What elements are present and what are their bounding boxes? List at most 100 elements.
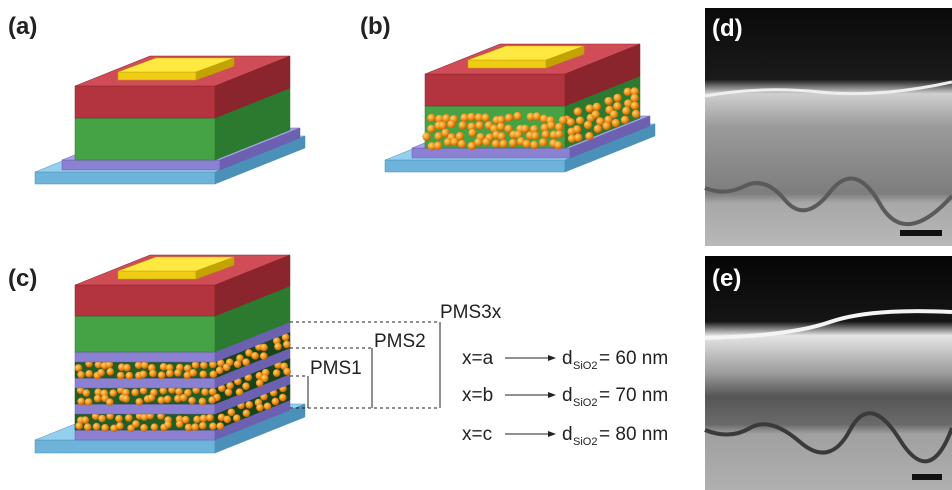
active-layer-front bbox=[74, 315, 216, 353]
particle bbox=[261, 368, 270, 377]
particle bbox=[251, 352, 259, 360]
particle bbox=[224, 388, 233, 397]
scale-bar bbox=[912, 474, 942, 480]
spacer-layer-front bbox=[74, 377, 216, 389]
particle bbox=[611, 118, 621, 128]
particle bbox=[105, 360, 114, 369]
interface bbox=[704, 309, 952, 340]
particle bbox=[497, 132, 506, 141]
particle bbox=[283, 340, 291, 349]
particle bbox=[175, 387, 183, 396]
particle bbox=[554, 130, 564, 139]
top-layer-side bbox=[214, 55, 291, 119]
particle bbox=[450, 137, 459, 147]
particle bbox=[123, 363, 131, 372]
contact-side bbox=[545, 45, 585, 69]
particle bbox=[574, 133, 583, 142]
subscript: SiO2 bbox=[573, 436, 597, 448]
particle bbox=[209, 370, 218, 379]
particle bbox=[422, 132, 431, 141]
particle bbox=[443, 138, 453, 147]
result: = 60 nm bbox=[599, 348, 668, 369]
particle bbox=[183, 364, 192, 373]
particle bbox=[539, 138, 548, 147]
particle bbox=[93, 394, 102, 403]
particle bbox=[604, 96, 613, 106]
particle bbox=[199, 414, 208, 423]
particle bbox=[593, 124, 603, 134]
contact-front bbox=[467, 59, 547, 69]
particle bbox=[271, 397, 280, 406]
particle bbox=[184, 423, 193, 432]
subscript: SiO2 bbox=[573, 397, 597, 409]
particle bbox=[496, 122, 506, 131]
particle bbox=[467, 112, 476, 122]
particle bbox=[585, 104, 594, 113]
particle bbox=[76, 386, 85, 395]
particle bbox=[150, 423, 159, 431]
arrow-head bbox=[548, 392, 556, 398]
particle bbox=[455, 132, 465, 141]
particle bbox=[474, 137, 483, 147]
particle bbox=[630, 87, 639, 96]
particle bbox=[496, 115, 506, 125]
particle bbox=[85, 370, 93, 378]
particle bbox=[555, 122, 564, 132]
particle bbox=[540, 123, 549, 132]
particle bbox=[281, 333, 290, 342]
particle bbox=[613, 93, 622, 103]
particle bbox=[613, 101, 622, 111]
particle bbox=[157, 371, 166, 380]
particle bbox=[200, 361, 208, 369]
particle bbox=[174, 394, 182, 403]
particle bbox=[623, 87, 632, 97]
particle bbox=[482, 137, 491, 147]
particle bbox=[554, 140, 563, 150]
particle bbox=[624, 99, 633, 108]
top-layer-front bbox=[424, 73, 566, 107]
particle bbox=[98, 414, 106, 423]
particle bbox=[115, 414, 123, 423]
particle bbox=[101, 424, 109, 432]
particle bbox=[116, 422, 124, 430]
particle bbox=[474, 113, 484, 122]
particle bbox=[513, 130, 523, 139]
particle bbox=[513, 111, 522, 121]
particle bbox=[242, 409, 251, 418]
particle bbox=[189, 369, 198, 377]
particle bbox=[147, 393, 156, 402]
particle bbox=[475, 121, 484, 130]
particle bbox=[134, 361, 143, 369]
symbol: d bbox=[562, 348, 573, 369]
particle bbox=[526, 112, 536, 122]
particle bbox=[166, 369, 174, 378]
particle bbox=[468, 128, 477, 138]
particle bbox=[82, 389, 91, 397]
contact-side bbox=[195, 256, 235, 280]
spacer-layer-front bbox=[74, 351, 216, 363]
particle bbox=[522, 139, 531, 149]
particle bbox=[110, 424, 118, 433]
particle bbox=[140, 361, 149, 369]
particle bbox=[164, 420, 172, 429]
particle bbox=[174, 368, 182, 377]
particle bbox=[159, 386, 168, 395]
particle bbox=[92, 422, 101, 431]
particle bbox=[159, 363, 168, 371]
particle bbox=[206, 413, 214, 422]
panel-label: (d) bbox=[712, 15, 743, 42]
contact-side bbox=[195, 57, 235, 81]
particle bbox=[125, 414, 133, 422]
particle bbox=[165, 363, 174, 372]
result: = 80 nm bbox=[599, 424, 668, 445]
particle bbox=[283, 367, 291, 376]
interface bbox=[704, 80, 952, 98]
particle bbox=[530, 124, 539, 134]
particle bbox=[259, 352, 268, 360]
top-layer-side bbox=[564, 43, 641, 107]
particle bbox=[531, 131, 540, 141]
particle bbox=[122, 395, 130, 403]
particle bbox=[279, 393, 287, 402]
condition: x=c bbox=[462, 424, 492, 445]
particle bbox=[242, 358, 250, 367]
